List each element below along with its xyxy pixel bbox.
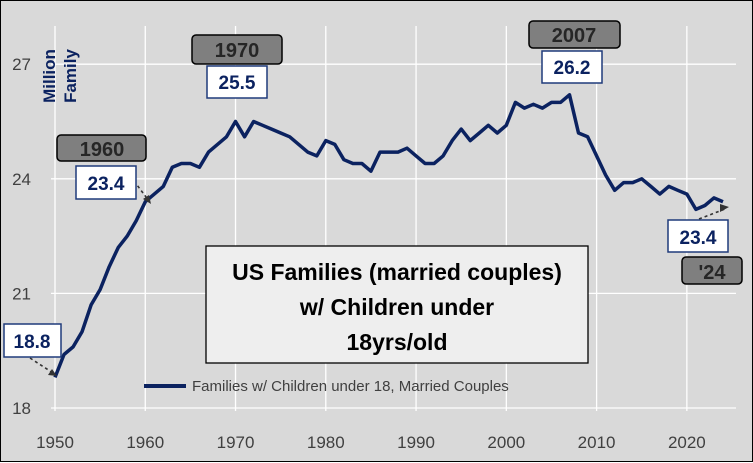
series-line-married-couples-with-children — [53, 93, 724, 379]
x-tick-label: 1990 — [397, 433, 435, 452]
annotation-1970-year: 1970 — [215, 40, 260, 62]
x-tick-label: 1950 — [36, 433, 74, 452]
annotation-1970-value: 25.5 — [219, 73, 256, 94]
chart-title-line1: US Families (married couples) — [232, 259, 562, 285]
arrow-1950-head — [48, 369, 57, 376]
x-tick-label: 1980 — [307, 433, 345, 452]
legend-label: Families w/ Children under 18, Married C… — [192, 378, 509, 395]
annotation-2024: 23.4 '24 — [667, 219, 743, 285]
x-tick-label: 2010 — [578, 433, 616, 452]
legend: Families w/ Children under 18, Married C… — [144, 378, 509, 395]
y-tick-label: 21 — [12, 284, 31, 303]
arrow-2024 — [698, 208, 726, 220]
annotation-1960-value-box — [75, 165, 137, 200]
y-axis-label-line2: Family — [61, 49, 80, 103]
annotation-1970-year-box — [191, 34, 283, 65]
x-tick-label: 2000 — [487, 433, 525, 452]
annotation-2007-value: 26.2 — [554, 58, 591, 79]
annotation-2024-year: '24 — [698, 262, 726, 284]
annotation-2007-year: 2007 — [552, 25, 597, 47]
x-tick-label: 1970 — [217, 433, 255, 452]
annotation-2024-year-box — [681, 256, 743, 285]
annotation-2007-value-box — [541, 50, 603, 84]
y-axis-ticks: 18 21 24 27 — [12, 55, 31, 418]
annotation-1960-value: 23.4 — [88, 174, 125, 195]
chart-title-line2: w/ Children under — [299, 294, 494, 320]
annotation-1970-value-box — [206, 65, 268, 99]
chart-title-box: US Families (married couples) w/ Childre… — [205, 245, 589, 364]
arrow-1950 — [29, 357, 54, 374]
y-axis-label-line1: Million — [40, 49, 59, 103]
annotation-1960-year: 1960 — [80, 139, 125, 161]
x-axis-ticks: 1950 1960 1970 1980 1990 2000 2010 2020 — [36, 433, 706, 452]
x-tick-label: 2020 — [668, 433, 706, 452]
annotation-1950: 18.8 — [3, 323, 62, 358]
annotation-2007: 2007 26.2 — [528, 20, 621, 84]
arrow-2024-head — [720, 204, 729, 212]
annotation-1960-year-box — [56, 134, 147, 162]
y-tick-label: 18 — [12, 399, 31, 418]
annotation-1950-value: 18.8 — [14, 332, 51, 353]
annotation-1970: 1970 25.5 — [191, 34, 283, 99]
arrow-1960-head — [143, 195, 151, 204]
annotation-arrows — [29, 180, 729, 376]
title-box-background — [205, 245, 589, 364]
annotation-1950-value-box — [3, 323, 62, 358]
y-tick-label: 24 — [12, 170, 31, 189]
chart-title-line3: 18yrs/old — [347, 329, 448, 355]
x-tick-label: 1960 — [126, 433, 164, 452]
annotation-2024-value-box — [667, 219, 729, 253]
annotation-1960: 1960 23.4 — [56, 134, 147, 200]
annotation-2024-value: 23.4 — [680, 228, 717, 249]
annotation-2007-year-box — [528, 20, 621, 49]
y-tick-label: 27 — [12, 55, 31, 74]
